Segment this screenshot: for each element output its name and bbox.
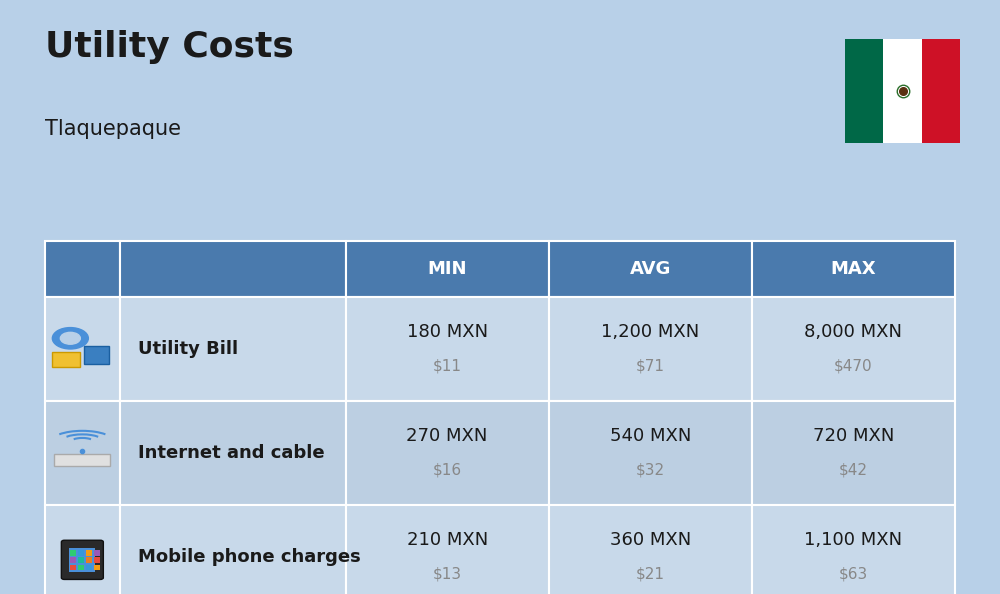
FancyBboxPatch shape [346,401,549,505]
FancyBboxPatch shape [845,39,883,143]
Text: $63: $63 [839,566,868,581]
Text: $16: $16 [433,462,462,477]
FancyBboxPatch shape [86,550,92,555]
FancyBboxPatch shape [70,550,76,555]
Text: Utility Bill: Utility Bill [138,340,238,358]
Text: AVG: AVG [630,260,671,278]
FancyBboxPatch shape [549,241,752,297]
Text: 1,200 MXN: 1,200 MXN [601,323,699,342]
Circle shape [60,333,80,345]
FancyBboxPatch shape [752,401,955,505]
Text: $32: $32 [636,462,665,477]
Text: MIN: MIN [427,260,467,278]
FancyBboxPatch shape [45,297,120,401]
FancyBboxPatch shape [61,541,103,579]
Text: 210 MXN: 210 MXN [407,531,488,549]
Text: Mobile phone charges: Mobile phone charges [138,548,361,566]
FancyBboxPatch shape [45,401,120,505]
FancyBboxPatch shape [94,550,100,555]
FancyBboxPatch shape [70,557,76,563]
FancyBboxPatch shape [45,505,120,594]
Text: $11: $11 [433,358,462,373]
FancyBboxPatch shape [94,557,100,563]
FancyBboxPatch shape [86,564,92,570]
Text: Tlaquepaque: Tlaquepaque [45,119,181,139]
FancyBboxPatch shape [86,557,92,563]
FancyBboxPatch shape [752,297,955,401]
FancyBboxPatch shape [78,557,84,563]
Text: 360 MXN: 360 MXN [610,531,691,549]
FancyBboxPatch shape [883,39,922,143]
FancyBboxPatch shape [120,505,346,594]
Text: 540 MXN: 540 MXN [610,427,691,446]
FancyBboxPatch shape [69,548,95,571]
FancyBboxPatch shape [752,505,955,594]
FancyBboxPatch shape [549,505,752,594]
Text: MAX: MAX [831,260,876,278]
Text: $71: $71 [636,358,665,373]
Text: 8,000 MXN: 8,000 MXN [804,323,902,342]
FancyBboxPatch shape [922,39,960,143]
Text: $42: $42 [839,462,868,477]
FancyBboxPatch shape [120,401,346,505]
FancyBboxPatch shape [549,401,752,505]
Text: $13: $13 [433,566,462,581]
Text: 180 MXN: 180 MXN [407,323,488,342]
FancyBboxPatch shape [54,454,110,466]
FancyBboxPatch shape [84,346,109,364]
Text: Utility Costs: Utility Costs [45,30,294,64]
FancyBboxPatch shape [346,241,549,297]
FancyBboxPatch shape [45,241,120,297]
Text: Internet and cable: Internet and cable [138,444,324,462]
FancyBboxPatch shape [78,564,84,570]
Text: 1,100 MXN: 1,100 MXN [804,531,902,549]
Text: $21: $21 [636,566,665,581]
FancyBboxPatch shape [752,241,955,297]
FancyBboxPatch shape [120,297,346,401]
FancyBboxPatch shape [94,564,100,570]
FancyBboxPatch shape [549,297,752,401]
Circle shape [52,328,88,349]
FancyBboxPatch shape [346,505,549,594]
Text: 720 MXN: 720 MXN [813,427,894,446]
FancyBboxPatch shape [120,241,346,297]
Text: $470: $470 [834,358,873,373]
FancyBboxPatch shape [52,352,80,367]
FancyBboxPatch shape [70,564,76,570]
Text: 270 MXN: 270 MXN [406,427,488,446]
FancyBboxPatch shape [346,297,549,401]
FancyBboxPatch shape [78,550,84,555]
